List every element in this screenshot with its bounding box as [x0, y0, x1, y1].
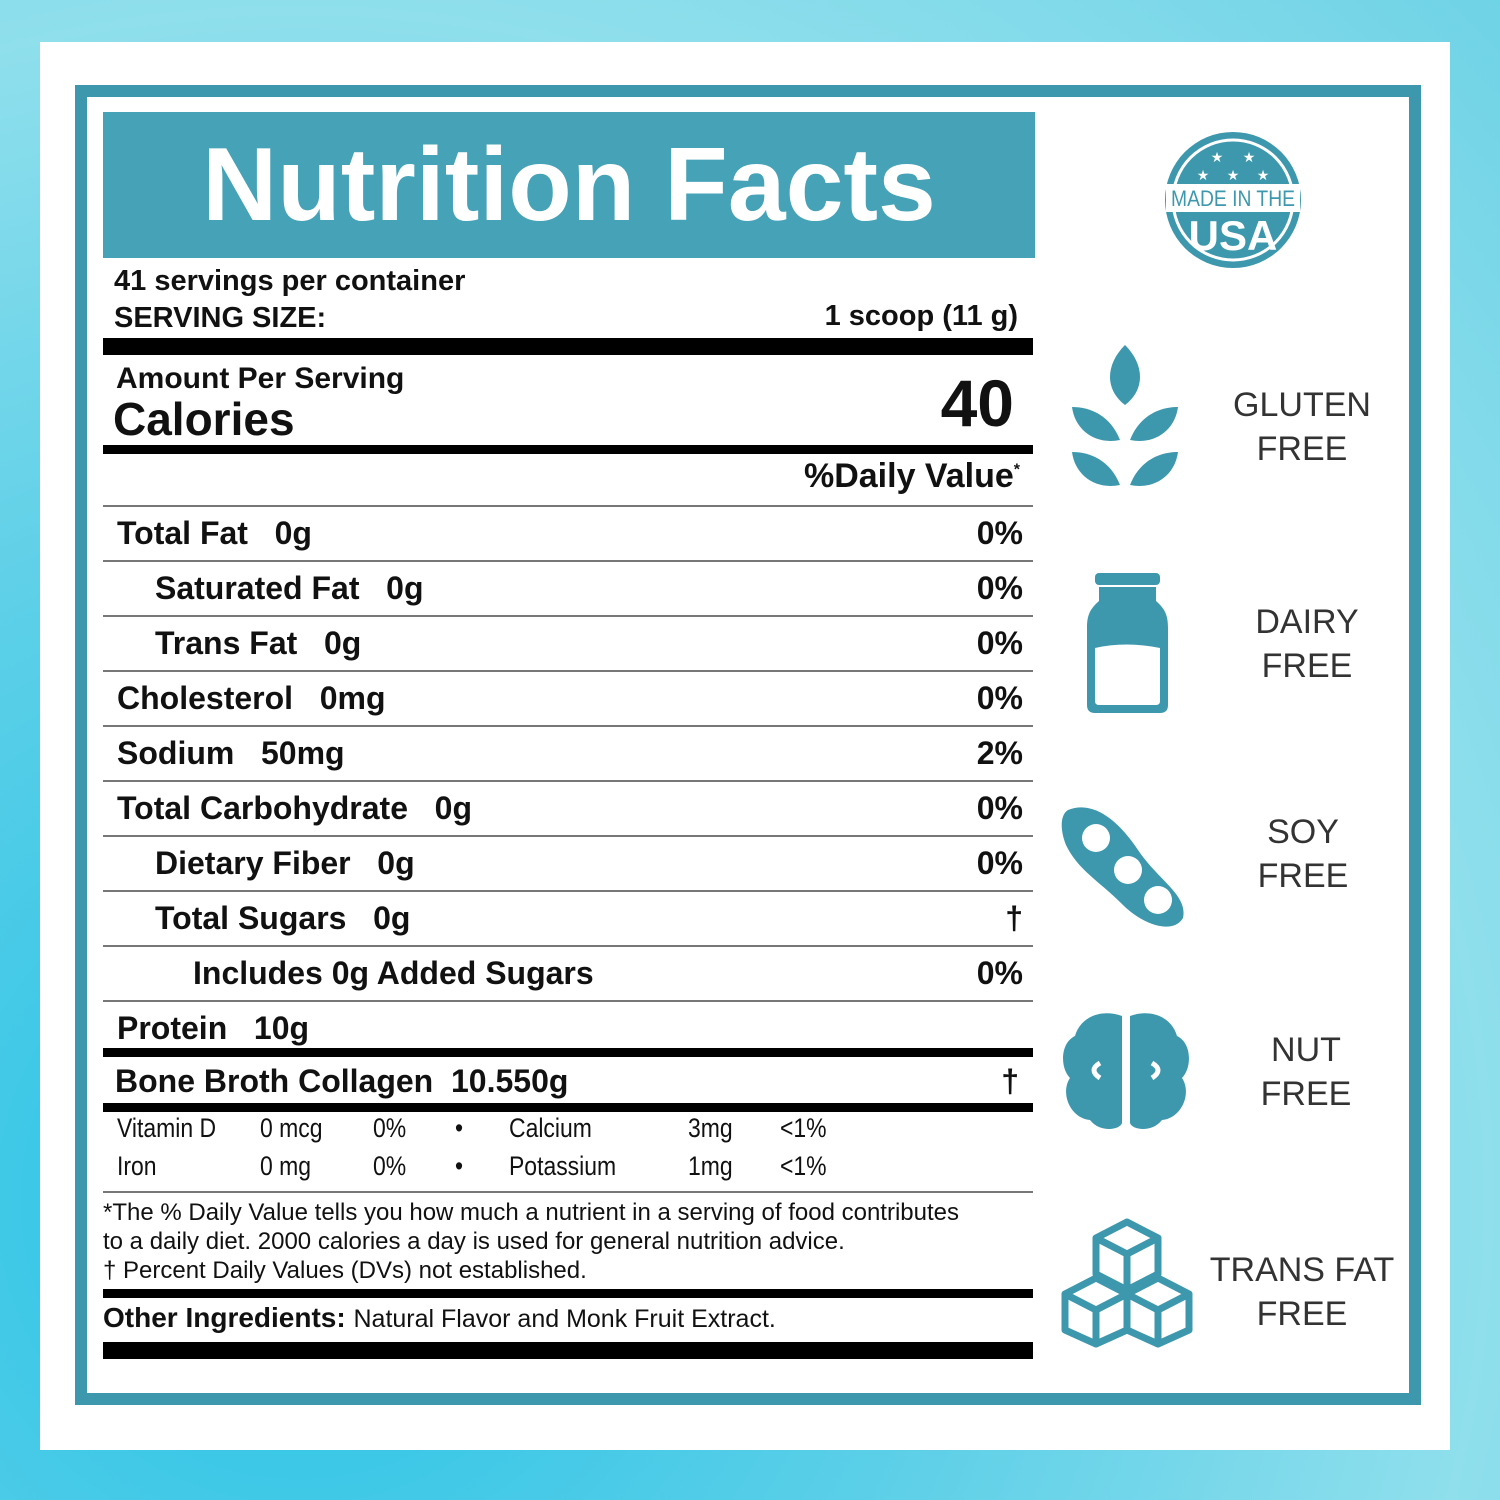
cubes-icon: [1061, 1218, 1193, 1348]
serving-size-label: SERVING SIZE:: [114, 302, 327, 334]
collagen-row: Bone Broth Collagen 10.550g †: [115, 1063, 1019, 1099]
nutrient-name: Total Fat: [117, 515, 248, 551]
made-in-usa-badge: ★ ★ ★ ★ ★ MADE IN THE USA: [1165, 132, 1301, 268]
divider-thick: [103, 338, 1033, 355]
claim-label: DAIRY FREE: [1255, 603, 1359, 685]
divider-thin: [103, 505, 1033, 507]
nutrient-dv: 0%: [976, 680, 1023, 716]
nutrient-amount: 0g: [386, 570, 424, 606]
serving-size-value: 1 scoop (11 g): [824, 300, 1018, 332]
calories-value: 40: [940, 366, 1014, 440]
nutrient-dv: 0%: [976, 570, 1023, 606]
vitamin-cell: •: [455, 1113, 464, 1143]
nutrient-name: Dietary Fiber: [155, 845, 351, 881]
nutrient-row: Dietary Fiber 0g 0%: [103, 836, 1033, 890]
nutrient-name: Saturated Fat: [155, 570, 360, 606]
vitamin-cell: <1%: [780, 1113, 827, 1143]
soybean-icon: [1061, 807, 1184, 927]
divider-thin: [103, 615, 1033, 617]
svg-text:★: ★: [1211, 149, 1224, 165]
milk-bottle-icon: [1087, 573, 1168, 713]
nutrient-amount: 0g: [373, 900, 411, 936]
vitamin-cell: •: [455, 1151, 464, 1181]
divider-thin: [103, 670, 1033, 672]
nutrient-dv: 0%: [976, 845, 1023, 881]
nutrient-row: Total Carbohydrate 0g 0%: [103, 781, 1033, 835]
divider-thin: [103, 1191, 1033, 1193]
servings-per-container: 41 servings per container: [114, 265, 466, 297]
teal-frame: [75, 85, 1421, 1405]
nutrient-row: Total Sugars 0g †: [103, 891, 1033, 945]
svg-text:MADE IN THE: MADE IN THE: [1171, 186, 1295, 211]
nutrient-row: Trans Fat 0g 0%: [103, 616, 1033, 670]
nutrient-row: Total Fat 0g 0%: [103, 506, 1033, 560]
divider-thin: [103, 835, 1033, 837]
nutrient-name: Protein: [117, 1010, 228, 1046]
nutrient-dv: 0%: [976, 790, 1023, 826]
nutrient-name: Trans Fat: [155, 625, 298, 661]
nutrient-row: Sodium 50mg 2%: [103, 726, 1033, 780]
nutrient-row: Protein 10g: [103, 1001, 1033, 1055]
divider-thin: [103, 890, 1033, 892]
svg-text:★: ★: [1197, 167, 1210, 183]
divider-thick: [103, 1342, 1033, 1359]
svg-text:★: ★: [1257, 167, 1270, 183]
amount-per-serving: Amount Per Serving: [116, 362, 405, 395]
vitamin-cell: Vitamin D: [117, 1113, 217, 1143]
calories-label: Calories: [113, 393, 295, 445]
divider-thin: [103, 1000, 1033, 1002]
nutrient-amount: 0mg: [319, 680, 386, 716]
nutrient-dv: 2%: [976, 735, 1023, 771]
vitamin-cell: 0%: [373, 1151, 407, 1181]
divider-medium: [103, 1103, 1033, 1112]
vitamin-cell: 0%: [373, 1113, 407, 1143]
claim-label: SOY FREE: [1257, 813, 1349, 895]
other-ingredients: Other Ingredients: Natural Flavor and Mo…: [103, 1302, 776, 1333]
nutrient-dv: †: [1005, 900, 1023, 936]
wheat-icon: [1072, 345, 1178, 486]
nutrient-amount: 0g: [377, 845, 415, 881]
nutrient-dv: 0%: [976, 515, 1023, 551]
divider-thin: [103, 945, 1033, 947]
vitamin-cell: 3mg: [688, 1113, 733, 1143]
nutrient-amount: 0g: [274, 515, 312, 551]
vitamin-cell: Potassium: [509, 1151, 617, 1181]
page-title: Nutrition Facts: [103, 112, 1035, 258]
divider-medium: [103, 1048, 1033, 1057]
nutrient-dv: 0%: [976, 955, 1023, 991]
walnut-icon: [1063, 1013, 1189, 1129]
nutrient-amount: 50mg: [261, 735, 345, 771]
nutrient-amount: 0g: [434, 790, 473, 826]
vitamin-cell: 0 mg: [260, 1151, 312, 1181]
divider-medium: [103, 445, 1033, 454]
svg-text:★: ★: [1243, 149, 1256, 165]
claim-label: GLUTEN FREE: [1233, 386, 1371, 468]
vitamin-cell: Iron: [117, 1151, 157, 1181]
vitamin-cell: 0 mcg: [260, 1113, 323, 1143]
divider-thin: [103, 560, 1033, 562]
nutrient-row: Includes 0g Added Sugars 0%: [103, 946, 1033, 1000]
claim-label: TRANS FAT FREE: [1209, 1251, 1395, 1333]
footnote: *The % Daily Value tells you how much a …: [103, 1199, 960, 1284]
nutrient-name: Includes 0g Added Sugars: [193, 955, 594, 991]
svg-text:★: ★: [1227, 167, 1240, 183]
divider-medium: [103, 1289, 1033, 1298]
divider-thin: [103, 725, 1033, 727]
nutrient-name: Cholesterol: [117, 680, 294, 716]
vitamin-cell: Calcium: [509, 1113, 592, 1143]
claim-label: NUT FREE: [1260, 1031, 1352, 1113]
nutrient-row: Cholesterol 0mg 0%: [103, 671, 1033, 725]
svg-text:USA: USA: [1189, 212, 1278, 259]
nutrient-name: Total Sugars: [155, 900, 347, 936]
nutrient-amount: 0g: [323, 625, 362, 661]
vitamin-cell: 1mg: [688, 1151, 733, 1181]
nutrient-dv: 0%: [976, 625, 1023, 661]
nutrient-amount: 10g: [253, 1010, 310, 1046]
divider-thin: [103, 780, 1033, 782]
nutrient-name: Total Carbohydrate: [117, 790, 408, 826]
nutrient-name: Sodium: [117, 735, 235, 771]
daily-value-header: %Daily Value*: [803, 457, 1020, 495]
vitamin-cell: <1%: [780, 1151, 827, 1181]
nutrient-row: Saturated Fat 0g 0%: [103, 561, 1033, 615]
